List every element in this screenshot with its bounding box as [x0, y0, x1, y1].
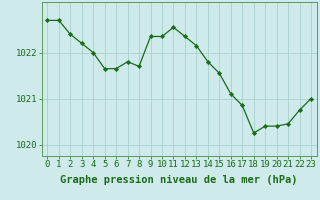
- X-axis label: Graphe pression niveau de la mer (hPa): Graphe pression niveau de la mer (hPa): [60, 175, 298, 185]
